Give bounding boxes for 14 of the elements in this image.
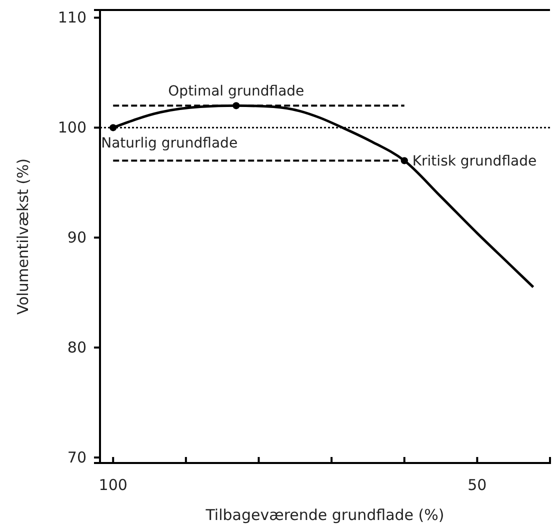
y-tick-label: 70 [67,448,86,466]
y-tick-label: 100 [58,118,86,136]
y-tick-label: 80 [67,338,86,356]
annotation: Naturlig grundflade [101,136,238,152]
y-axis-title: Volumentilvækst (%) [14,158,32,315]
point [110,124,117,132]
y-tick-label: 90 [67,228,86,246]
annotation: Optimal grundflade [168,84,304,100]
x-axis-title: Tilbageværende grundflade (%) [204,506,444,524]
y-tick-label: 110 [58,8,86,26]
point [232,102,240,110]
annotation: Kritisk grundflade [412,154,537,170]
point [400,157,408,164]
x-tick-label: 50 [468,476,487,494]
